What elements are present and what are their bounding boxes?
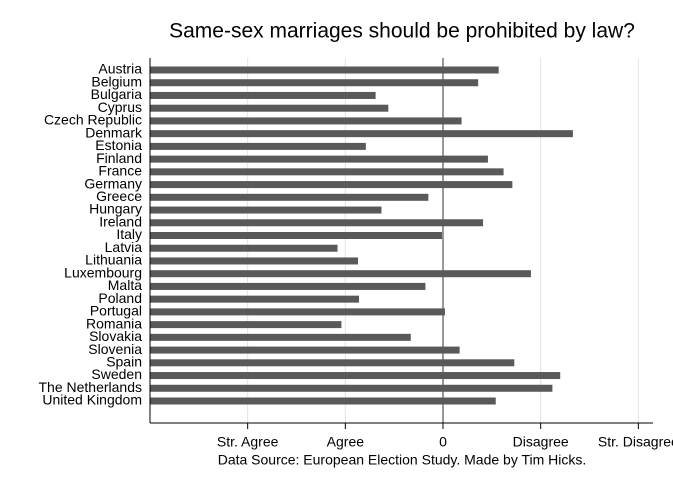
bar bbox=[150, 91, 376, 99]
bar bbox=[150, 193, 429, 201]
bar bbox=[150, 333, 411, 341]
y-tick-label: Luxembourg bbox=[64, 264, 142, 280]
bar bbox=[150, 282, 426, 290]
bar bbox=[150, 155, 488, 163]
bar bbox=[150, 257, 359, 265]
bar bbox=[150, 117, 462, 125]
y-tick-label: Portugal bbox=[90, 303, 142, 319]
bar bbox=[150, 79, 479, 87]
y-tick-label: Bulgaria bbox=[91, 86, 143, 102]
y-tick-label: Greece bbox=[96, 188, 142, 204]
y-tick-label: Cyprus bbox=[98, 99, 142, 115]
x-tick-label: 0 bbox=[439, 434, 447, 450]
y-tick-label: Romania bbox=[86, 315, 142, 331]
bar bbox=[150, 321, 342, 329]
y-tick-label: Slovenia bbox=[88, 341, 142, 357]
x-tick-label: Str. Agree bbox=[217, 434, 279, 450]
bar bbox=[150, 232, 443, 239]
y-tick-label: Sweden bbox=[91, 366, 142, 382]
y-tick-label: Germany bbox=[84, 175, 142, 191]
bar bbox=[150, 142, 366, 150]
y-tick-label: The Netherlands bbox=[38, 379, 142, 395]
x-tick-label: Disagree bbox=[513, 434, 569, 450]
bar bbox=[150, 372, 561, 380]
y-tick-label: Malta bbox=[108, 277, 142, 293]
y-tick-label: Austria bbox=[98, 61, 142, 77]
y-tick-label: Poland bbox=[98, 290, 142, 306]
x-tick-label: Str. Disagree bbox=[598, 434, 673, 450]
bar bbox=[150, 346, 460, 354]
y-tick-label: Italy bbox=[116, 226, 142, 242]
caption: Data Source: European Election Study. Ma… bbox=[218, 452, 587, 468]
bar bbox=[150, 130, 573, 138]
y-tick-label: France bbox=[98, 163, 142, 179]
bar bbox=[150, 295, 360, 303]
y-tick-label: Finland bbox=[96, 150, 142, 166]
y-tick-label: United Kingdom bbox=[42, 392, 142, 408]
y-tick-label: Lithuania bbox=[85, 252, 142, 268]
y-tick-label: Denmark bbox=[85, 124, 143, 140]
bar bbox=[150, 384, 553, 392]
bar bbox=[150, 219, 484, 227]
bar bbox=[150, 270, 531, 278]
bar bbox=[150, 359, 515, 367]
y-tick-label: Latvia bbox=[105, 239, 143, 255]
y-tick-label: Slovakia bbox=[89, 328, 142, 344]
y-tick-label: Belgium bbox=[91, 73, 142, 89]
bar bbox=[150, 397, 496, 405]
bar bbox=[150, 168, 504, 176]
bar bbox=[150, 244, 338, 252]
bar bbox=[150, 308, 445, 316]
y-tick-label: Hungary bbox=[89, 201, 142, 217]
bar bbox=[150, 66, 499, 74]
bar bbox=[150, 206, 382, 214]
bar bbox=[150, 181, 513, 189]
y-tick-label: Ireland bbox=[99, 213, 142, 229]
y-tick-label: Czech Republic bbox=[44, 112, 142, 128]
bar bbox=[150, 104, 389, 112]
chart-title: Same-sex marriages should be prohibited … bbox=[169, 20, 635, 43]
y-tick-label: Estonia bbox=[95, 137, 142, 153]
x-tick-label: Agree bbox=[327, 434, 365, 450]
y-tick-label: Spain bbox=[106, 354, 142, 370]
